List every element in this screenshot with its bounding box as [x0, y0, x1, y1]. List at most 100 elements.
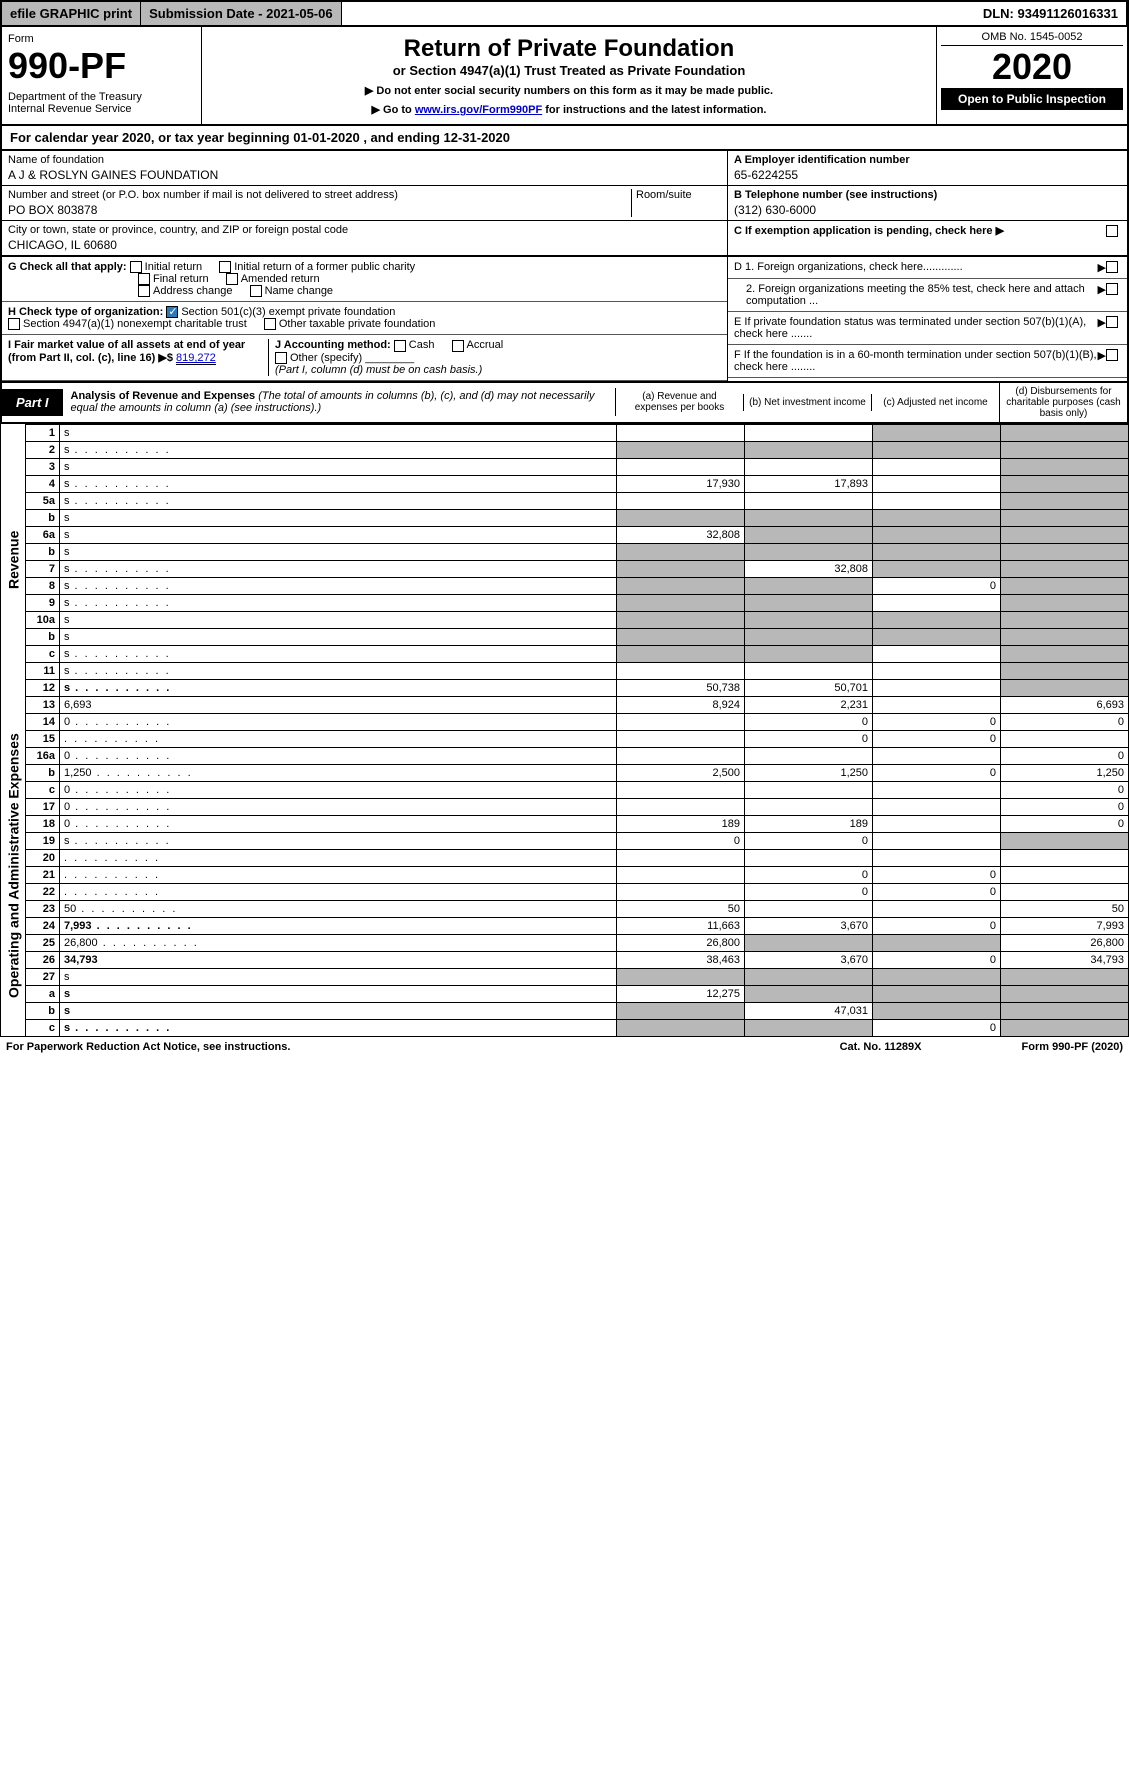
table-row: 140000: [1, 713, 1129, 730]
cell-a: [617, 662, 745, 679]
cell-c: [873, 628, 1001, 645]
table-row: 3s: [1, 458, 1129, 475]
g6-label: Name change: [265, 285, 334, 297]
cell-a: [617, 492, 745, 509]
cell-a: [617, 509, 745, 526]
col-a-header: (a) Revenue and expenses per books: [615, 388, 743, 416]
col-c-header: (c) Adjusted net income: [871, 394, 999, 411]
line-number: 10a: [26, 611, 60, 628]
cell-c: 0: [873, 917, 1001, 934]
g3-checkbox[interactable]: [138, 273, 150, 285]
ein: 65-6224255: [734, 168, 1121, 182]
cell-d: [1001, 509, 1129, 526]
table-row: 16a00: [1, 747, 1129, 764]
line-description: s: [60, 985, 617, 1002]
cell-c: 0: [873, 764, 1001, 781]
g2-checkbox[interactable]: [219, 261, 231, 273]
line-number: c: [26, 645, 60, 662]
h2-label: Section 4947(a)(1) nonexempt charitable …: [23, 318, 247, 330]
table-row: bs47,031: [1, 1002, 1129, 1019]
f-checkbox[interactable]: [1106, 349, 1118, 361]
line-number: 15: [26, 730, 60, 747]
cell-b: 0: [745, 713, 873, 730]
cell-a: [617, 968, 745, 985]
d1-checkbox[interactable]: [1106, 261, 1118, 273]
cell-b: [745, 492, 873, 509]
j2-checkbox[interactable]: [452, 340, 464, 352]
cell-d: [1001, 730, 1129, 747]
col-b-header: (b) Net investment income: [743, 394, 871, 411]
cell-a: 2,500: [617, 764, 745, 781]
cell-d: 50: [1001, 900, 1129, 917]
cell-d: [1001, 985, 1129, 1002]
revenue-section-label: Revenue: [1, 424, 26, 696]
line-description: s: [60, 543, 617, 560]
cell-a: 50,738: [617, 679, 745, 696]
d2-checkbox[interactable]: [1106, 283, 1118, 295]
cell-a: 189: [617, 815, 745, 832]
line-description: s: [60, 645, 617, 662]
line-description: 0: [60, 798, 617, 815]
cell-b: [745, 424, 873, 441]
cell-d: [1001, 543, 1129, 560]
table-row: 2s: [1, 441, 1129, 458]
cell-b: 0: [745, 866, 873, 883]
line-number: b: [26, 764, 60, 781]
cell-d: [1001, 849, 1129, 866]
cell-d: [1001, 458, 1129, 475]
open-public: Open to Public Inspection: [941, 88, 1123, 110]
cell-d: 0: [1001, 747, 1129, 764]
line-description: 1,250: [60, 764, 617, 781]
c-label: C If exemption application is pending, c…: [734, 224, 1106, 237]
h1-checkbox[interactable]: [166, 306, 178, 318]
city-label: City or town, state or province, country…: [8, 224, 721, 236]
cell-c: 0: [873, 866, 1001, 883]
line-number: 13: [26, 696, 60, 713]
c-checkbox[interactable]: [1106, 225, 1118, 237]
cell-b: [745, 985, 873, 1002]
line-description: s: [60, 968, 617, 985]
cell-a: [617, 424, 745, 441]
table-row: 1700: [1, 798, 1129, 815]
cell-b: [745, 781, 873, 798]
cell-c: [873, 424, 1001, 441]
header-right: OMB No. 1545-0052 2020 Open to Public In…: [937, 27, 1127, 124]
g1-checkbox[interactable]: [130, 261, 142, 273]
h2-checkbox[interactable]: [8, 318, 20, 330]
cell-a: [617, 849, 745, 866]
cell-d: 0: [1001, 815, 1129, 832]
note-link: ▶ Go to www.irs.gov/Form990PF for instru…: [210, 103, 928, 116]
g6-checkbox[interactable]: [250, 285, 262, 297]
line-number: 20: [26, 849, 60, 866]
cell-c: 0: [873, 577, 1001, 594]
cell-b: [745, 526, 873, 543]
top-bar: efile GRAPHIC print Submission Date - 20…: [0, 0, 1129, 27]
cell-c: [873, 509, 1001, 526]
cell-c: [873, 679, 1001, 696]
part1-label: Part I: [2, 389, 63, 416]
cell-a: [617, 628, 745, 645]
g4-checkbox[interactable]: [226, 273, 238, 285]
g1-label: Initial return: [145, 261, 202, 273]
line-description: s: [60, 832, 617, 849]
cell-d: [1001, 475, 1129, 492]
e-checkbox[interactable]: [1106, 316, 1118, 328]
j1-checkbox[interactable]: [394, 340, 406, 352]
cell-d: [1001, 1019, 1129, 1036]
form-title: Return of Private Foundation: [210, 35, 928, 63]
irs-link[interactable]: www.irs.gov/Form990PF: [415, 104, 542, 116]
h3-checkbox[interactable]: [264, 318, 276, 330]
g5-checkbox[interactable]: [138, 285, 150, 297]
cell-c: [873, 849, 1001, 866]
cell-c: 0: [873, 713, 1001, 730]
note2-pre: ▶ Go to: [372, 104, 415, 116]
table-row: 9s: [1, 594, 1129, 611]
table-row: 2100: [1, 866, 1129, 883]
col-d-header: (d) Disbursements for charitable purpose…: [999, 383, 1127, 422]
j3-checkbox[interactable]: [275, 352, 287, 364]
table-row: 7s32,808: [1, 560, 1129, 577]
cell-a: [617, 441, 745, 458]
line-number: 19: [26, 832, 60, 849]
cell-c: [873, 832, 1001, 849]
cell-b: [745, 645, 873, 662]
